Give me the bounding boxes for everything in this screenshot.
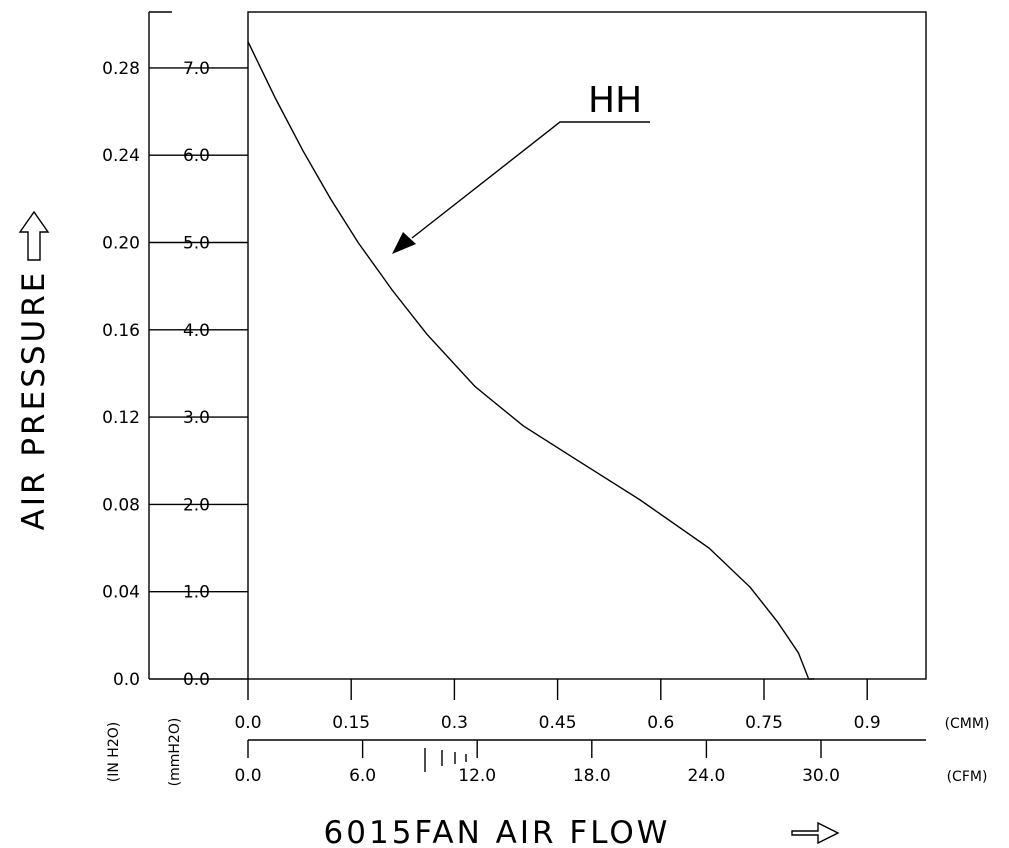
up-arrow-icon (18, 210, 50, 261)
y-unit-inh2o-label: (IN H2O) (106, 722, 122, 782)
x-unit-cfm-label: (CFM) (947, 769, 988, 785)
x-tick-label-cfm: 18.0 (573, 766, 611, 786)
x-tick-label-cfm: 24.0 (687, 766, 725, 786)
x-axis-cfm-ticks: 0.0 6.0 12.0 18.0 24.0 30.0 (234, 740, 840, 786)
x-tick-label-cmm: 0.15 (332, 713, 370, 733)
x-tick-label-cmm: 0.3 (441, 713, 468, 733)
annotation-label-hh: HH (588, 80, 642, 121)
x-tick-label-cmm: 0.6 (647, 713, 674, 733)
cfm-minor-marks (424, 748, 467, 772)
annotation-arrowhead (392, 232, 416, 254)
y-tick-label-mmh2o: 3.0 (183, 408, 210, 428)
y-tick-label-mmh2o: 4.0 (183, 321, 210, 341)
x-tick-label-cmm: 0.75 (745, 713, 783, 733)
y-unit-mmh2o-label: (mmH2O) (167, 718, 183, 787)
series-line-hh (247, 41, 815, 680)
y-tick-label-inh2o: 0.04 (102, 583, 140, 603)
x-axis-cmm-ticks: 0.0 0.15 0.3 0.45 0.6 0.75 0.9 (234, 679, 881, 733)
y-tick-label-inh2o: 0.0 (113, 670, 140, 690)
y-tick-label-inh2o: 0.20 (102, 234, 140, 254)
y-tick-label-mmh2o: 0.0 (183, 670, 210, 690)
annotation-leader (411, 121, 650, 239)
y-tick-label-mmh2o: 5.0 (183, 234, 210, 254)
y-tick-label-mmh2o: 6.0 (183, 146, 210, 166)
y-axis-title: AIR PRESSURE (16, 270, 52, 531)
y-tick-label-inh2o: 0.08 (102, 495, 140, 515)
x-tick-label-cfm: 30.0 (802, 766, 840, 786)
y-tick-label-inh2o: 0.28 (102, 59, 140, 79)
y-tick-label-mmh2o: 7.0 (183, 59, 210, 79)
right-arrow-icon (791, 821, 840, 845)
y-tick-label-inh2o: 0.24 (102, 146, 140, 166)
x-tick-label-cfm: 6.0 (349, 766, 376, 786)
y-tick-label-mmh2o: 2.0 (183, 495, 210, 515)
x-tick-label-cmm: 0.0 (234, 713, 261, 733)
x-tick-label-cmm: 0.9 (854, 713, 881, 733)
x-axis-title: 6015FAN AIR FLOW (324, 815, 671, 848)
y-axis-ticks: 0.0 0.0 0.04 1.0 0.08 2.0 0.12 3.0 0.16 4.0 0.20 5.… (102, 59, 248, 690)
x-unit-cmm-label: (CMM) (945, 716, 990, 732)
plot-frame (247, 11, 927, 680)
y-tick-label-inh2o: 0.12 (102, 408, 140, 428)
y-tick-label-mmh2o: 1.0 (183, 583, 210, 603)
x-tick-label-cmm: 0.45 (539, 713, 577, 733)
x-tick-label-cfm: 0.0 (234, 766, 261, 786)
y-tick-label-inh2o: 0.16 (102, 321, 140, 341)
x-tick-label-cfm: 12.0 (458, 766, 496, 786)
